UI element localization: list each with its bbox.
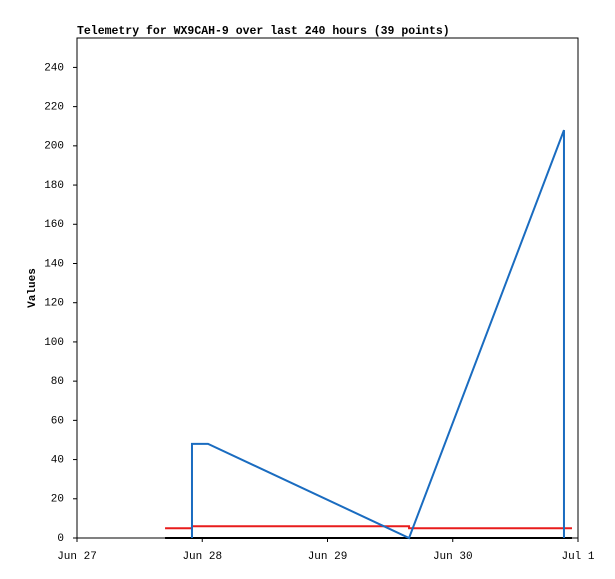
y-tick-label: 80 <box>51 376 64 388</box>
y-tick-label: 180 <box>44 180 64 192</box>
plot-frame <box>76 37 579 539</box>
chart-title: Telemetry for WX9CAH-9 over last 240 hou… <box>77 25 450 38</box>
x-tick-label: Jun 27 <box>57 551 97 563</box>
y-tick-label: 60 <box>51 415 64 427</box>
series-line <box>190 129 565 540</box>
x-tick-label: Jul 1 <box>561 551 594 563</box>
y-axis-label: Values <box>27 268 39 308</box>
x-tick-label: Jun 30 <box>433 551 473 563</box>
y-tick-label: 200 <box>44 141 64 153</box>
y-tick-label: 20 <box>51 494 64 506</box>
y-tick-label: 240 <box>44 62 64 74</box>
x-tick-label: Jun 29 <box>308 551 348 563</box>
x-tick-label: Jun 28 <box>182 551 222 563</box>
y-tick-label: 100 <box>44 337 64 349</box>
y-tick-label: 220 <box>44 102 64 114</box>
y-tick-label: 160 <box>44 219 64 231</box>
y-tick-label: 140 <box>44 258 64 270</box>
y-tick-label: 0 <box>57 533 64 545</box>
y-tick-label: 40 <box>51 454 64 466</box>
y-tick-label: 120 <box>44 298 64 310</box>
series-line <box>165 525 572 530</box>
